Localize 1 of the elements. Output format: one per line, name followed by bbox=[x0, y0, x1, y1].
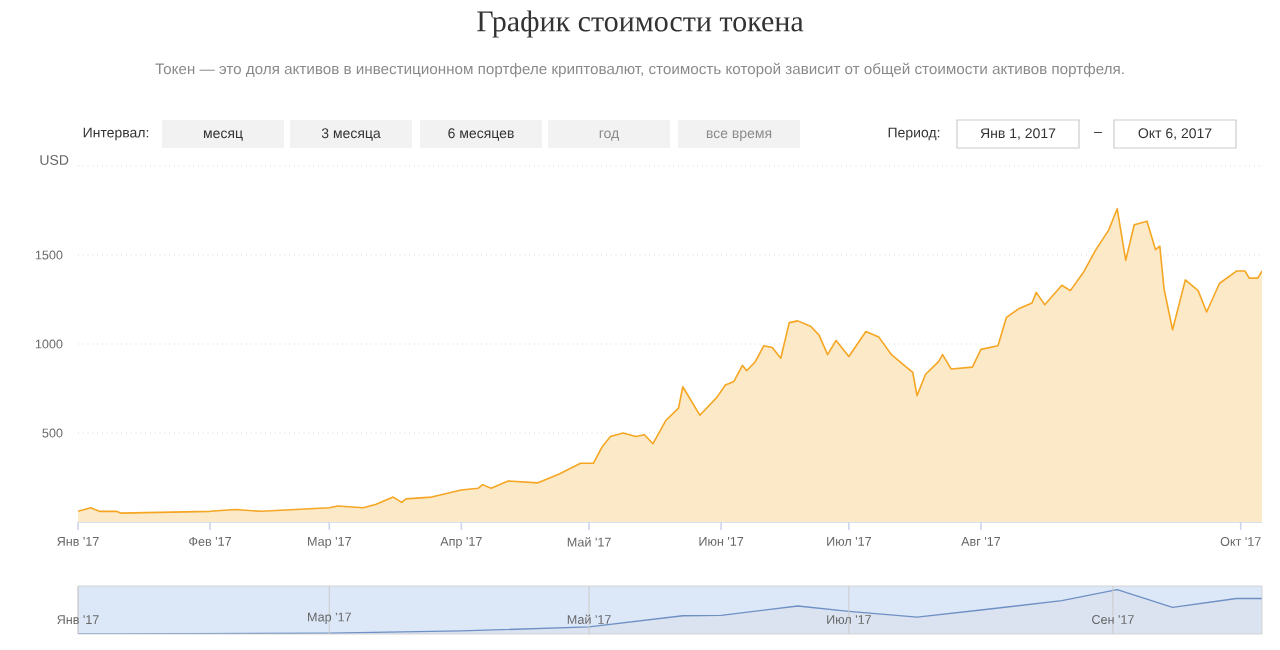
chart-title: График стоимости токена bbox=[477, 10, 804, 38]
